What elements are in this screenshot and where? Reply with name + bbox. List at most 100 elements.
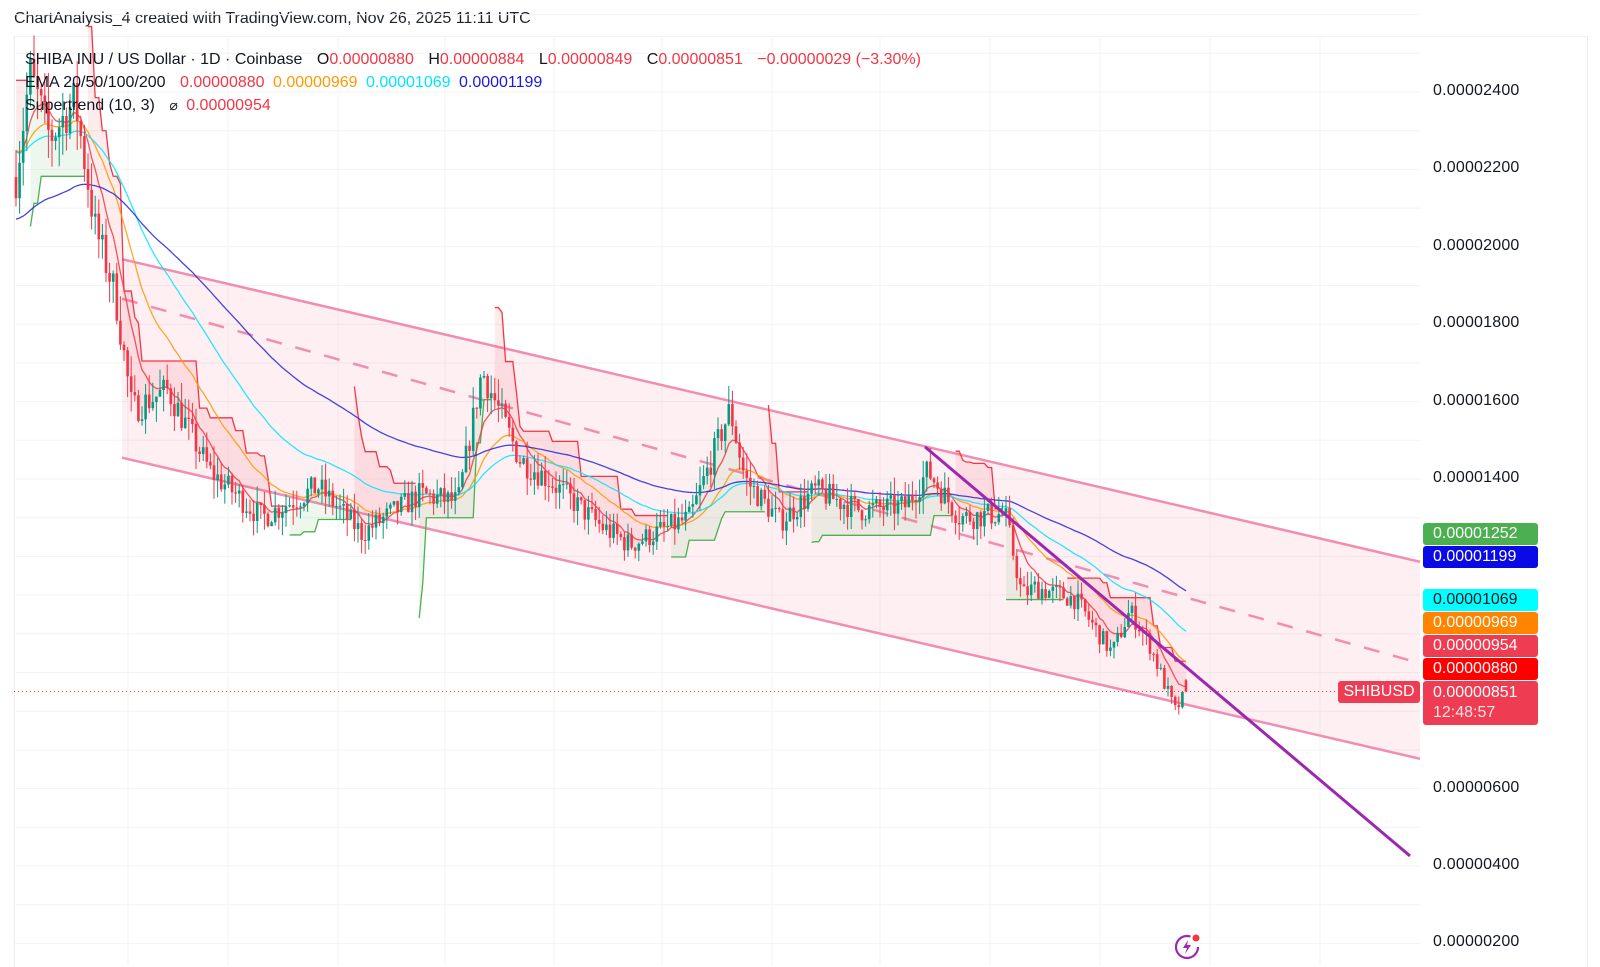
candle	[547, 469, 551, 502]
candle	[1069, 586, 1073, 609]
candle	[720, 424, 723, 451]
candle	[939, 481, 943, 511]
candle	[284, 494, 288, 527]
candle	[1130, 602, 1134, 622]
candle	[414, 485, 417, 521]
price-axis-tick: 0.00000400	[1433, 856, 1520, 873]
candle	[993, 521, 997, 527]
candle	[637, 542, 641, 562]
candle	[831, 474, 835, 500]
candle	[1105, 630, 1109, 657]
candle	[327, 478, 331, 507]
candle	[504, 399, 507, 419]
candle	[900, 492, 903, 510]
candle	[183, 398, 187, 429]
candle	[947, 477, 950, 514]
candle	[1040, 581, 1044, 605]
candle	[1065, 596, 1069, 607]
candle	[713, 431, 716, 489]
candle	[396, 500, 399, 525]
candle	[137, 389, 140, 423]
supertrend-row[interactable]: Supertrend (10, 3) ⌀ 0.00000954	[25, 94, 921, 117]
supertrend-fill	[494, 307, 668, 550]
candle	[93, 195, 97, 235]
candle	[1119, 624, 1123, 639]
ema-row[interactable]: EMA 20/50/100/200 0.00000880 0.00000969 …	[25, 71, 921, 94]
price-axis-tick: 0.00000600	[1433, 778, 1520, 796]
candle	[536, 453, 540, 490]
candle	[630, 527, 633, 550]
candle	[896, 490, 900, 526]
candle	[32, 35, 36, 78]
price-axis-tick: 0.00002000	[1433, 236, 1520, 254]
supertrend-down-line	[955, 450, 1003, 510]
candle	[965, 507, 968, 524]
supertrend-fill	[16, 80, 27, 188]
candle	[569, 477, 572, 510]
candle	[155, 396, 158, 422]
candle	[500, 388, 504, 419]
candle	[749, 462, 752, 505]
candle	[579, 496, 583, 505]
candle	[79, 115, 83, 149]
candle	[972, 517, 975, 540]
candle	[435, 479, 439, 509]
supertrend-fill	[671, 414, 765, 557]
candle	[277, 504, 281, 530]
candle	[198, 446, 201, 463]
candle	[399, 493, 403, 516]
candle	[320, 465, 324, 504]
candle	[522, 455, 525, 465]
candle	[245, 498, 248, 519]
candle	[443, 473, 446, 514]
candle	[180, 382, 183, 431]
candle	[173, 387, 176, 432]
candle	[57, 118, 61, 167]
ema-200-line	[15, 183, 1187, 592]
candle	[533, 454, 536, 495]
candle	[227, 466, 230, 489]
candle	[101, 223, 104, 259]
candle	[914, 490, 918, 519]
candle	[1148, 629, 1152, 661]
candle	[738, 433, 741, 471]
candle	[1166, 677, 1170, 697]
candle	[741, 446, 745, 479]
supertrend-down-line	[1067, 577, 1186, 662]
candle	[842, 502, 846, 524]
candle	[72, 81, 75, 119]
candle	[1029, 571, 1033, 602]
ohlc-close: 0.00000851	[658, 51, 743, 68]
eye-off-icon[interactable]: ⌀	[169, 97, 178, 113]
chart-legend: SHIBA INU / US Dollar · 1D · Coinbase O0…	[25, 48, 921, 117]
candle	[1080, 582, 1083, 608]
candle	[893, 477, 896, 531]
trendlines[interactable]	[924, 445, 1411, 858]
candle	[633, 546, 637, 559]
candle	[302, 501, 306, 512]
candle	[601, 515, 605, 535]
candle	[453, 477, 457, 515]
ohlc-open: 0.00000880	[329, 51, 414, 68]
candle	[597, 506, 601, 533]
candle	[925, 460, 929, 492]
candle	[878, 491, 882, 518]
candle	[1058, 580, 1062, 602]
candle	[727, 385, 731, 427]
candle	[349, 503, 353, 521]
candle	[648, 525, 651, 553]
candle	[392, 501, 396, 508]
candle	[781, 491, 785, 539]
symbol-row[interactable]: SHIBA INU / US Dollar · 1D · Coinbase O0…	[25, 48, 921, 71]
candle	[1026, 571, 1029, 606]
candle	[695, 482, 698, 505]
supertrend-label: Supertrend (10, 3)	[25, 97, 155, 114]
channel-lower-line	[121, 456, 1421, 761]
tradingview-logo-icon[interactable]	[1173, 930, 1203, 960]
candle	[889, 481, 893, 516]
candle	[677, 507, 680, 534]
candle	[835, 483, 839, 507]
candle	[1087, 603, 1091, 627]
candle	[824, 473, 828, 510]
